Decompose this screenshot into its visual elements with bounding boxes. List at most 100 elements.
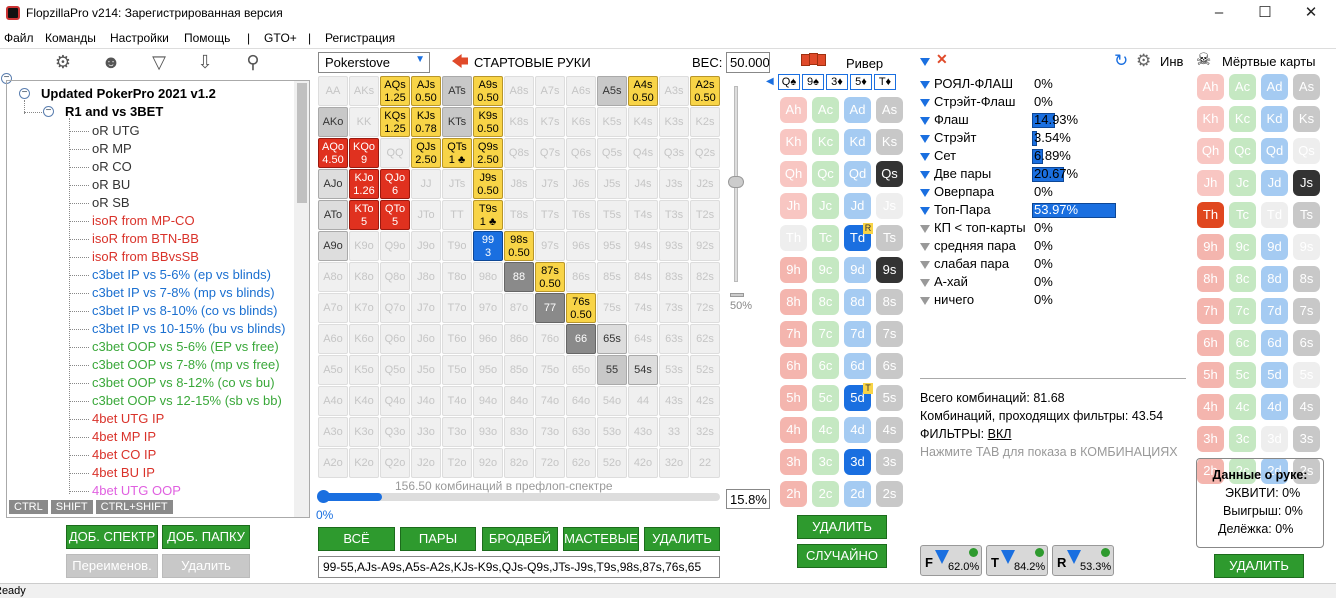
- tree-item[interactable]: 4bet UTG OOP: [92, 483, 181, 498]
- hand-cell[interactable]: AQo 4.50: [318, 138, 348, 168]
- hand-cell[interactable]: T3o: [442, 417, 472, 447]
- card-Jd[interactable]: Jd: [844, 193, 871, 219]
- card-Td[interactable]: Td: [844, 225, 871, 251]
- hand-cell[interactable]: A5s: [597, 76, 627, 106]
- tree-item[interactable]: oR CO: [92, 159, 132, 174]
- board-card[interactable]: 9♠: [802, 74, 824, 90]
- hand-cell[interactable]: 95s: [597, 231, 627, 261]
- hand-cell[interactable]: T9o: [442, 231, 472, 261]
- tree-item[interactable]: oR SB: [92, 195, 130, 210]
- card-Jd[interactable]: Jd: [1261, 170, 1288, 196]
- filters-toggle[interactable]: ВКЛ: [987, 427, 1012, 441]
- card-7h[interactable]: 7h: [1197, 298, 1224, 324]
- hand-cell[interactable]: J8s: [504, 169, 534, 199]
- card-6d[interactable]: 6d: [844, 353, 871, 379]
- hand-cell[interactable]: A3o: [318, 417, 348, 447]
- card-9s[interactable]: 9s: [876, 257, 903, 283]
- hand-cell[interactable]: J4o: [411, 386, 441, 416]
- hand-cell[interactable]: A7s: [535, 76, 565, 106]
- card-5s[interactable]: 5s: [876, 385, 903, 411]
- card-7c[interactable]: 7c: [812, 321, 839, 347]
- hand-cell[interactable]: 86o: [504, 324, 534, 354]
- hand-cell[interactable]: 74o: [535, 386, 565, 416]
- card-8h[interactable]: 8h: [780, 289, 807, 315]
- stat-row[interactable]: слабая пара: [920, 256, 1009, 271]
- card-3h[interactable]: 3h: [1197, 426, 1224, 452]
- tree-item[interactable]: c3bet IP vs 7-8% (mp vs blinds): [92, 285, 275, 300]
- hand-cell[interactable]: Q2s: [690, 138, 720, 168]
- hand-cell[interactable]: Q7s: [535, 138, 565, 168]
- hand-cell[interactable]: K3s: [659, 107, 689, 137]
- hand-cell[interactable]: 42s: [690, 386, 720, 416]
- filter-funnel-icon[interactable]: [920, 152, 930, 161]
- card-7h[interactable]: 7h: [780, 321, 807, 347]
- clear-board-button[interactable]: УДАЛИТЬ: [797, 515, 887, 539]
- clear-range-button[interactable]: УДАЛИТЬ: [644, 527, 720, 551]
- hand-cell[interactable]: Q8s: [504, 138, 534, 168]
- card-Th[interactable]: Th: [780, 225, 807, 251]
- tree-item[interactable]: c3bet IP vs 8-10% (co vs blinds): [92, 303, 278, 318]
- hand-cell[interactable]: 97s: [535, 231, 565, 261]
- hand-cell[interactable]: 75o: [535, 355, 565, 385]
- expander-icon[interactable]: −: [43, 106, 54, 117]
- card-Js[interactable]: Js: [1293, 170, 1320, 196]
- hand-cell[interactable]: 44: [628, 386, 658, 416]
- hand-cell[interactable]: ATo: [318, 200, 348, 230]
- hand-cell[interactable]: Q8o: [380, 262, 410, 292]
- hand-cell[interactable]: 97o: [473, 293, 503, 323]
- hand-cell[interactable]: 85o: [504, 355, 534, 385]
- tree-root[interactable]: Updated PokerPro 2021 v1.2: [41, 86, 216, 101]
- select-all-button[interactable]: ВСЁ: [318, 527, 395, 551]
- card-Qd[interactable]: Qd: [844, 161, 871, 187]
- hand-cell[interactable]: 32s: [690, 417, 720, 447]
- filter-funnel-icon[interactable]: [920, 260, 930, 269]
- card-Ts[interactable]: Ts: [1293, 202, 1320, 228]
- hand-cell[interactable]: 63s: [659, 324, 689, 354]
- filter-badge[interactable]: R 53.3%: [1052, 545, 1114, 576]
- board-card[interactable]: 3♦: [826, 74, 848, 90]
- rename-button[interactable]: Переименов.: [66, 554, 158, 578]
- card-3s[interactable]: 3s: [876, 449, 903, 475]
- equity-source-select[interactable]: Pokerstove ▼: [318, 52, 430, 73]
- hand-cell[interactable]: 64o: [566, 386, 596, 416]
- hand-cell[interactable]: AA: [318, 76, 348, 106]
- filter-funnel-icon[interactable]: [920, 224, 930, 233]
- card-Tc[interactable]: Tc: [1229, 202, 1256, 228]
- menu-registration[interactable]: Регистрация: [325, 31, 396, 45]
- back-arrow-icon[interactable]: [452, 54, 468, 68]
- hand-cell[interactable]: 63o: [566, 417, 596, 447]
- hand-cell[interactable]: 73s: [659, 293, 689, 323]
- hand-cell[interactable]: J5o: [411, 355, 441, 385]
- hand-cell[interactable]: K2o: [349, 448, 379, 478]
- card-Js[interactable]: Js: [876, 193, 903, 219]
- hand-cell[interactable]: 54s: [628, 355, 658, 385]
- card-6d[interactable]: 6d: [1261, 330, 1288, 356]
- filter-funnel-icon[interactable]: [920, 188, 930, 197]
- hand-cell[interactable]: A9s 0.50: [473, 76, 503, 106]
- hand-cell[interactable]: T4s: [628, 200, 658, 230]
- tree-group[interactable]: R1 and vs 3BET: [65, 104, 164, 119]
- hand-cell[interactable]: A6s: [566, 76, 596, 106]
- hand-cell[interactable]: J5s: [597, 169, 627, 199]
- hand-cell[interactable]: KQo 9: [349, 138, 379, 168]
- hand-cell[interactable]: A8s: [504, 76, 534, 106]
- card-8h[interactable]: 8h: [1197, 266, 1224, 292]
- hand-cell[interactable]: 62s: [690, 324, 720, 354]
- hand-cell[interactable]: Q6s: [566, 138, 596, 168]
- filter-badge[interactable]: F 62.0%: [920, 545, 982, 576]
- hand-cell[interactable]: J3s: [659, 169, 689, 199]
- card-4c[interactable]: 4c: [812, 417, 839, 443]
- maximize-button[interactable]: ☐: [1258, 4, 1272, 21]
- import-icon[interactable]: ⇩: [197, 52, 213, 72]
- hand-cell[interactable]: J4s: [628, 169, 658, 199]
- hand-cell[interactable]: 42o: [628, 448, 658, 478]
- hand-cell[interactable]: 98o: [473, 262, 503, 292]
- hand-cell[interactable]: AKo: [318, 107, 348, 137]
- hand-cell[interactable]: 52o: [597, 448, 627, 478]
- tree-item[interactable]: oR MP: [92, 141, 132, 156]
- card-9d[interactable]: 9d: [844, 257, 871, 283]
- weight-slider-thumb[interactable]: [728, 176, 744, 188]
- tree-item[interactable]: isoR from BTN-BB: [92, 231, 199, 246]
- card-2h[interactable]: 2h: [1197, 458, 1224, 484]
- card-9h[interactable]: 9h: [780, 257, 807, 283]
